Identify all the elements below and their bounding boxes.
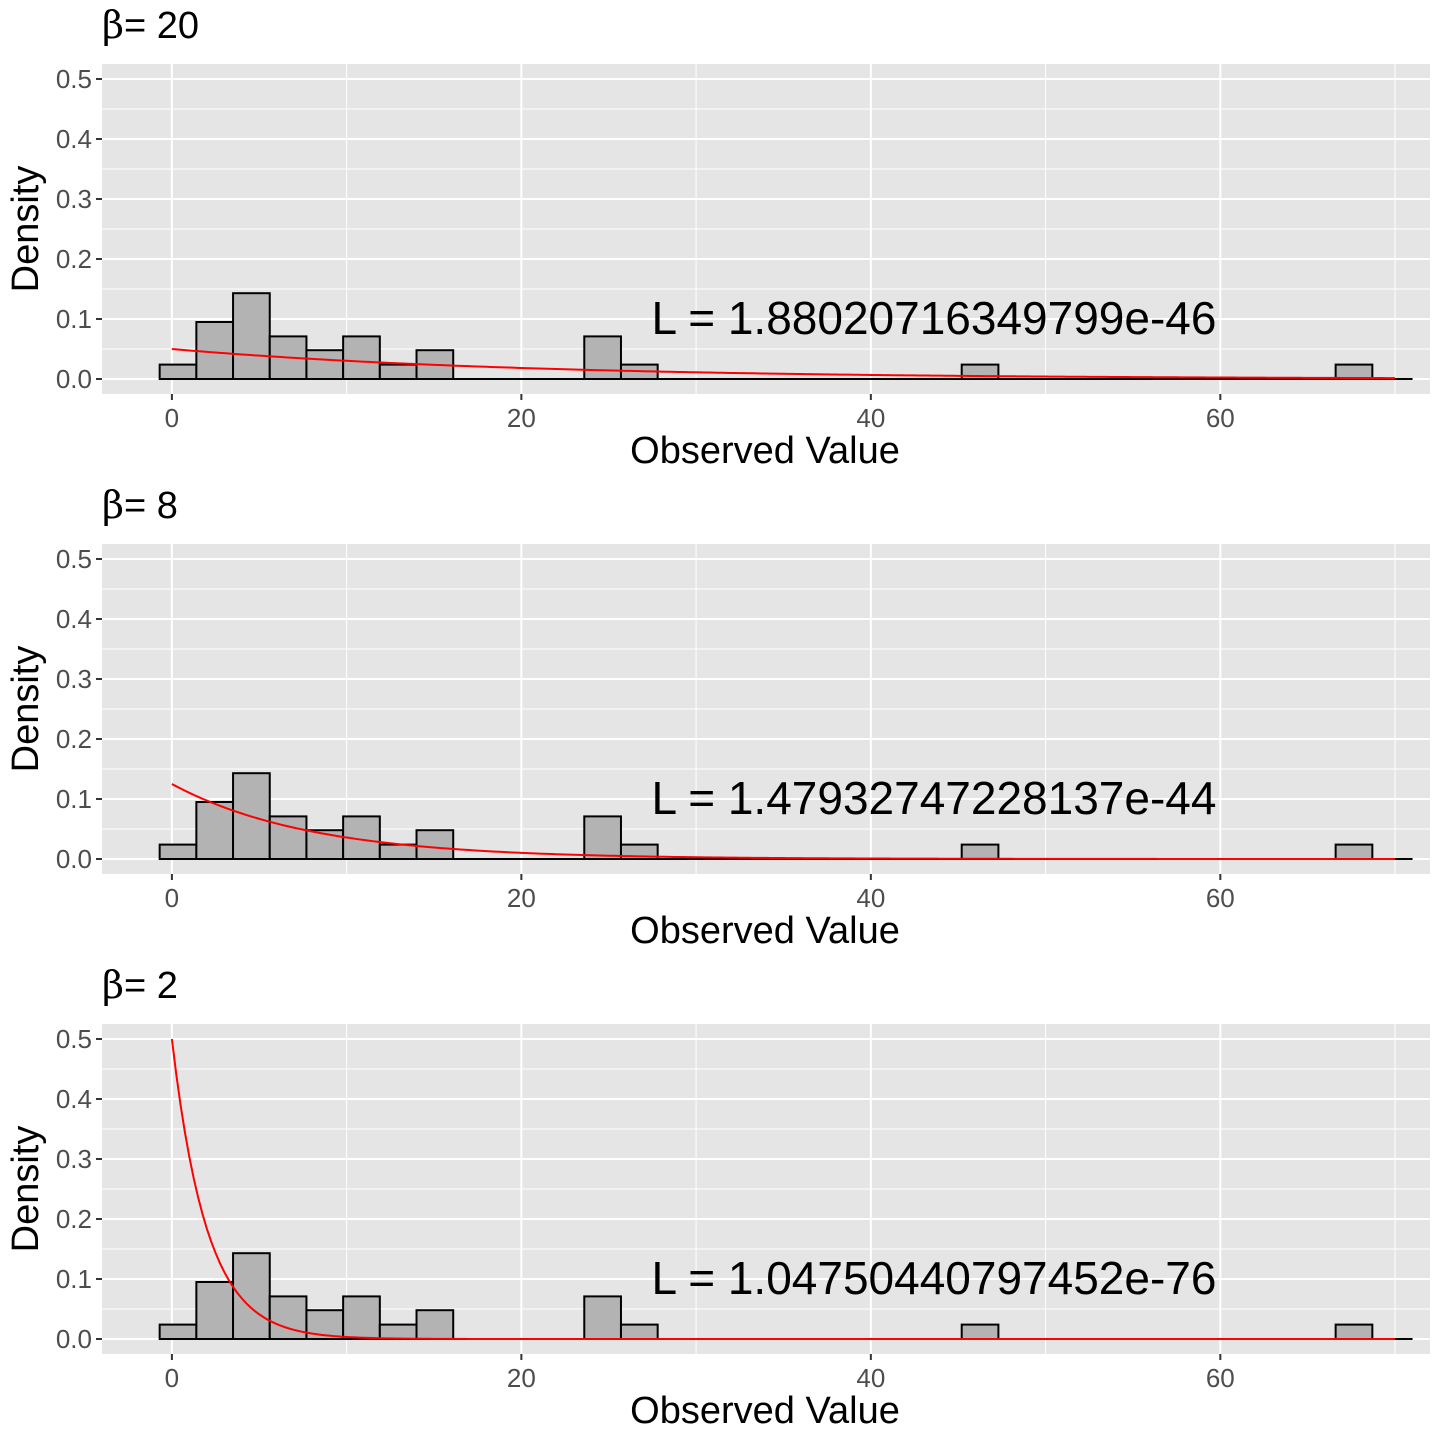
histogram-bar bbox=[195, 321, 235, 380]
y-tick-label: 0.3 bbox=[56, 664, 92, 694]
density-curve-group bbox=[171, 348, 1396, 380]
density-curve-group bbox=[170, 1038, 1396, 1340]
histogram-bar bbox=[268, 1295, 308, 1341]
panel-title: β= 20 bbox=[102, 3, 199, 47]
panel-beta-8: β= 8 L = 1.47932747228137e-44 0.00.10.20… bbox=[5, 483, 1430, 952]
x-tick-label: 0 bbox=[165, 883, 179, 913]
density-curve bbox=[171, 348, 1396, 380]
y-axis-ticks: 0.0 0.1 0.2 0.3 0.4 0.5 bbox=[56, 1024, 102, 1354]
x-tick-label: 40 bbox=[856, 883, 885, 913]
density-curve bbox=[170, 1038, 1396, 1340]
y-tick-label: 0.2 bbox=[56, 724, 92, 754]
y-tick-label: 0.0 bbox=[56, 1324, 92, 1354]
histogram-bar bbox=[960, 1323, 1000, 1340]
y-axis-ticks: 0.0 0.1 0.2 0.3 0.4 0.5 bbox=[56, 544, 102, 874]
histogram-bar bbox=[378, 843, 418, 860]
panel-beta-20: β= 20 L = 1.88020716349799e-46 0.0 0.1 0.2… bbox=[5, 3, 1430, 472]
x-axis-ticks: 0 20 40 60 bbox=[165, 1354, 1235, 1393]
y-tick-label: 0.0 bbox=[56, 364, 92, 394]
histogram-bar bbox=[1334, 843, 1374, 860]
panel-beta-2: β= 2 L = 1.04750440797452e-76 0.00.10.20… bbox=[5, 963, 1430, 1432]
histogram-bar bbox=[415, 829, 455, 861]
histogram-bar bbox=[1334, 363, 1374, 381]
histogram-bar bbox=[415, 1309, 455, 1340]
x-axis-ticks: 0 20 40 60 bbox=[165, 394, 1235, 433]
y-axis-title: Density bbox=[5, 646, 47, 773]
y-tick-label: 0.1 bbox=[56, 304, 92, 334]
y-tick-label: 0.0 bbox=[56, 844, 92, 874]
x-axis-title: Observed Value bbox=[630, 1390, 900, 1432]
histogram-bar bbox=[158, 363, 198, 381]
histogram-bar bbox=[232, 292, 271, 381]
x-axis-ticks: 0 20 40 60 bbox=[165, 874, 1235, 913]
y-tick-label: 0.1 bbox=[56, 1264, 92, 1294]
histogram-bar bbox=[378, 363, 418, 381]
panel-title: β= 2 bbox=[102, 963, 178, 1007]
y-tick-label: 0.5 bbox=[56, 1024, 92, 1054]
histogram-bar bbox=[232, 1252, 271, 1340]
density-curve bbox=[171, 783, 1396, 860]
histogram-bar bbox=[960, 843, 1000, 860]
y-tick-label: 0.2 bbox=[56, 1204, 92, 1234]
density-curve-group bbox=[171, 783, 1396, 860]
x-tick-label: 20 bbox=[507, 1363, 536, 1393]
y-tick-label: 0.5 bbox=[56, 544, 92, 574]
likelihood-annotation: L = 1.47932747228137e-44 bbox=[652, 772, 1217, 824]
x-tick-label: 60 bbox=[1206, 1363, 1235, 1393]
histogram-bar bbox=[378, 1323, 418, 1340]
likelihood-annotation: L = 1.04750440797452e-76 bbox=[652, 1252, 1217, 1304]
x-tick-label: 0 bbox=[165, 1363, 179, 1393]
histogram-bar bbox=[583, 335, 622, 380]
x-tick-label: 60 bbox=[1206, 403, 1235, 433]
y-tick-label: 0.5 bbox=[56, 64, 92, 94]
histogram-bar bbox=[619, 1323, 659, 1340]
y-axis-title: Density bbox=[5, 166, 47, 293]
histogram-bar bbox=[158, 843, 198, 860]
x-axis-title: Observed Value bbox=[630, 430, 900, 472]
x-tick-label: 40 bbox=[856, 403, 885, 433]
y-axis-title: Density bbox=[5, 1126, 47, 1253]
x-axis-title: Observed Value bbox=[630, 910, 900, 952]
histogram-bar bbox=[583, 1295, 622, 1341]
x-tick-label: 60 bbox=[1206, 883, 1235, 913]
histogram-bar bbox=[232, 772, 271, 861]
likelihood-annotation: L = 1.88020716349799e-46 bbox=[652, 292, 1217, 344]
gridlines bbox=[102, 1024, 1430, 1354]
histogram-bar bbox=[583, 815, 622, 861]
histogram-bars bbox=[158, 292, 1413, 381]
panel-title: β= 8 bbox=[102, 483, 178, 527]
y-tick-label: 0.3 bbox=[56, 1144, 92, 1174]
histogram-bar bbox=[342, 335, 381, 380]
x-tick-label: 0 bbox=[165, 403, 179, 433]
histogram-bar bbox=[195, 1281, 235, 1340]
x-tick-label: 40 bbox=[856, 1363, 885, 1393]
y-tick-label: 0.4 bbox=[56, 604, 92, 634]
histogram-bar bbox=[158, 1323, 198, 1340]
y-tick-label: 0.3 bbox=[56, 184, 92, 214]
y-tick-label: 0.4 bbox=[56, 1084, 92, 1114]
y-tick-label: 0.2 bbox=[56, 244, 92, 274]
histogram-bar bbox=[342, 1295, 381, 1341]
x-tick-label: 20 bbox=[507, 883, 536, 913]
histogram-bar bbox=[195, 801, 235, 860]
histogram-bar bbox=[305, 349, 345, 381]
y-tick-label: 0.4 bbox=[56, 124, 92, 154]
histogram-bar bbox=[1334, 1323, 1374, 1340]
histogram-bars bbox=[158, 1252, 1413, 1341]
y-axis-ticks: 0.0 0.1 0.2 0.3 0.4 0.5 bbox=[56, 64, 102, 394]
y-tick-label: 0.1 bbox=[56, 784, 92, 814]
x-tick-label: 20 bbox=[507, 403, 536, 433]
